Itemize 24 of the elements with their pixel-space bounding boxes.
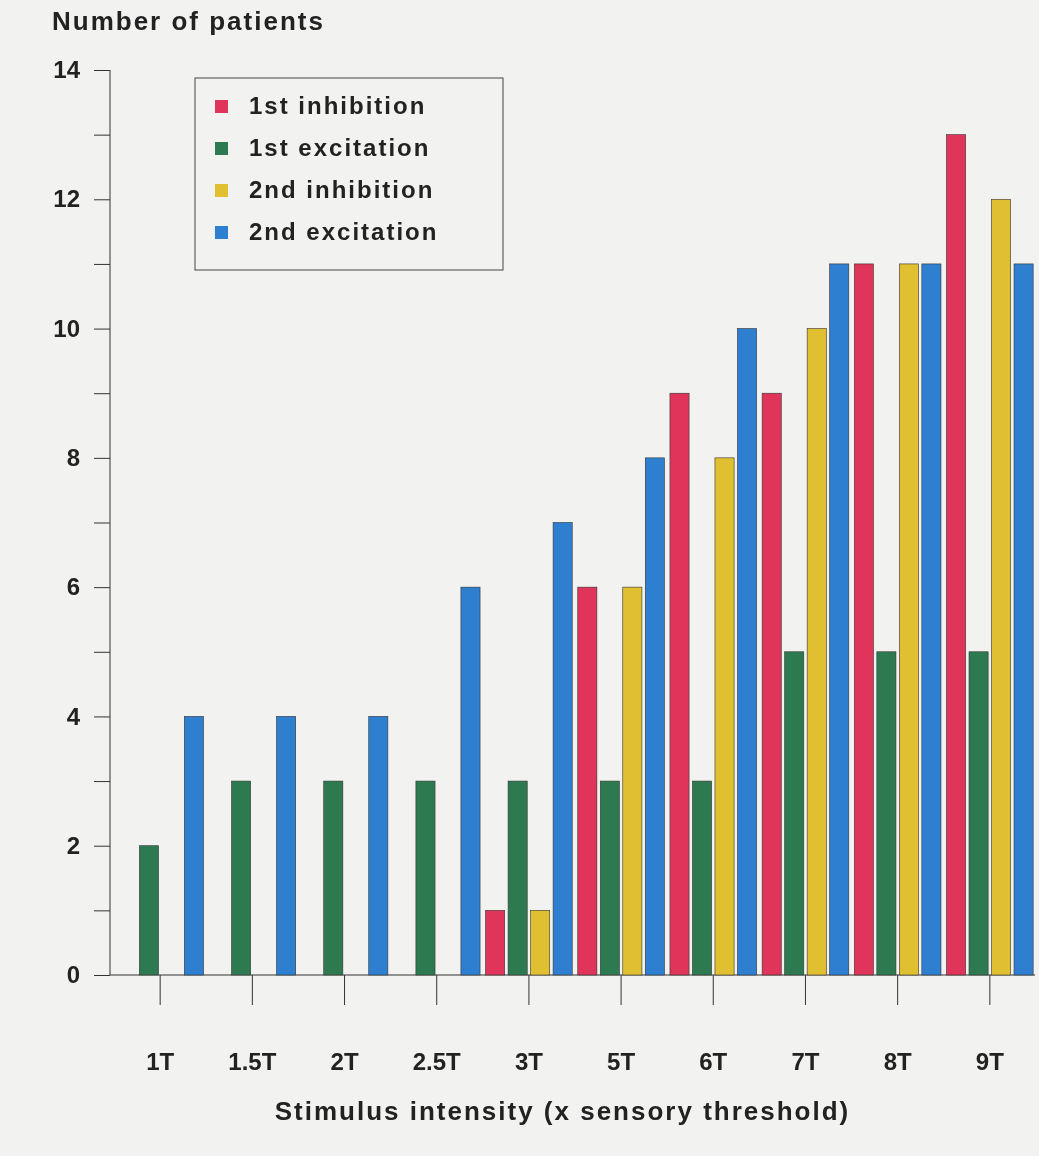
x-tick-label: 1.5T — [228, 1048, 277, 1076]
legend-label: 2nd inhibition — [249, 176, 435, 203]
legend-label: 1st inhibition — [249, 92, 427, 119]
y-tick-label: 2 — [66, 831, 80, 859]
x-tick-label: 6T — [699, 1048, 728, 1076]
y-tick-label: 0 — [66, 961, 80, 989]
legend-label: 2nd excitation — [249, 218, 439, 245]
x-tick-label: 8T — [883, 1048, 912, 1076]
y-tick-label: 14 — [53, 56, 81, 84]
x-tick-label: 7T — [791, 1048, 820, 1076]
legend-label: 1st excitation — [249, 134, 431, 161]
x-tick-label: 2.5T — [412, 1048, 462, 1076]
y-tick-label: 12 — [53, 185, 80, 213]
y-tick-label: 10 — [53, 314, 80, 342]
x-tick-label: 5T — [607, 1048, 636, 1076]
y-tick-label: 4 — [66, 702, 81, 730]
x-tick-label: 3T — [514, 1048, 544, 1076]
x-tick-label: 9T — [975, 1048, 1005, 1076]
x-axis-title: Stimulus intensity (x sensory threshold) — [274, 1096, 851, 1126]
y-tick-label: 8 — [66, 444, 80, 472]
y-tick-label: 6 — [66, 573, 80, 601]
y-axis-title: Number of patients — [52, 6, 325, 36]
x-tick-label: 2T — [330, 1048, 359, 1076]
x-tick-label: 1T — [146, 1048, 175, 1076]
